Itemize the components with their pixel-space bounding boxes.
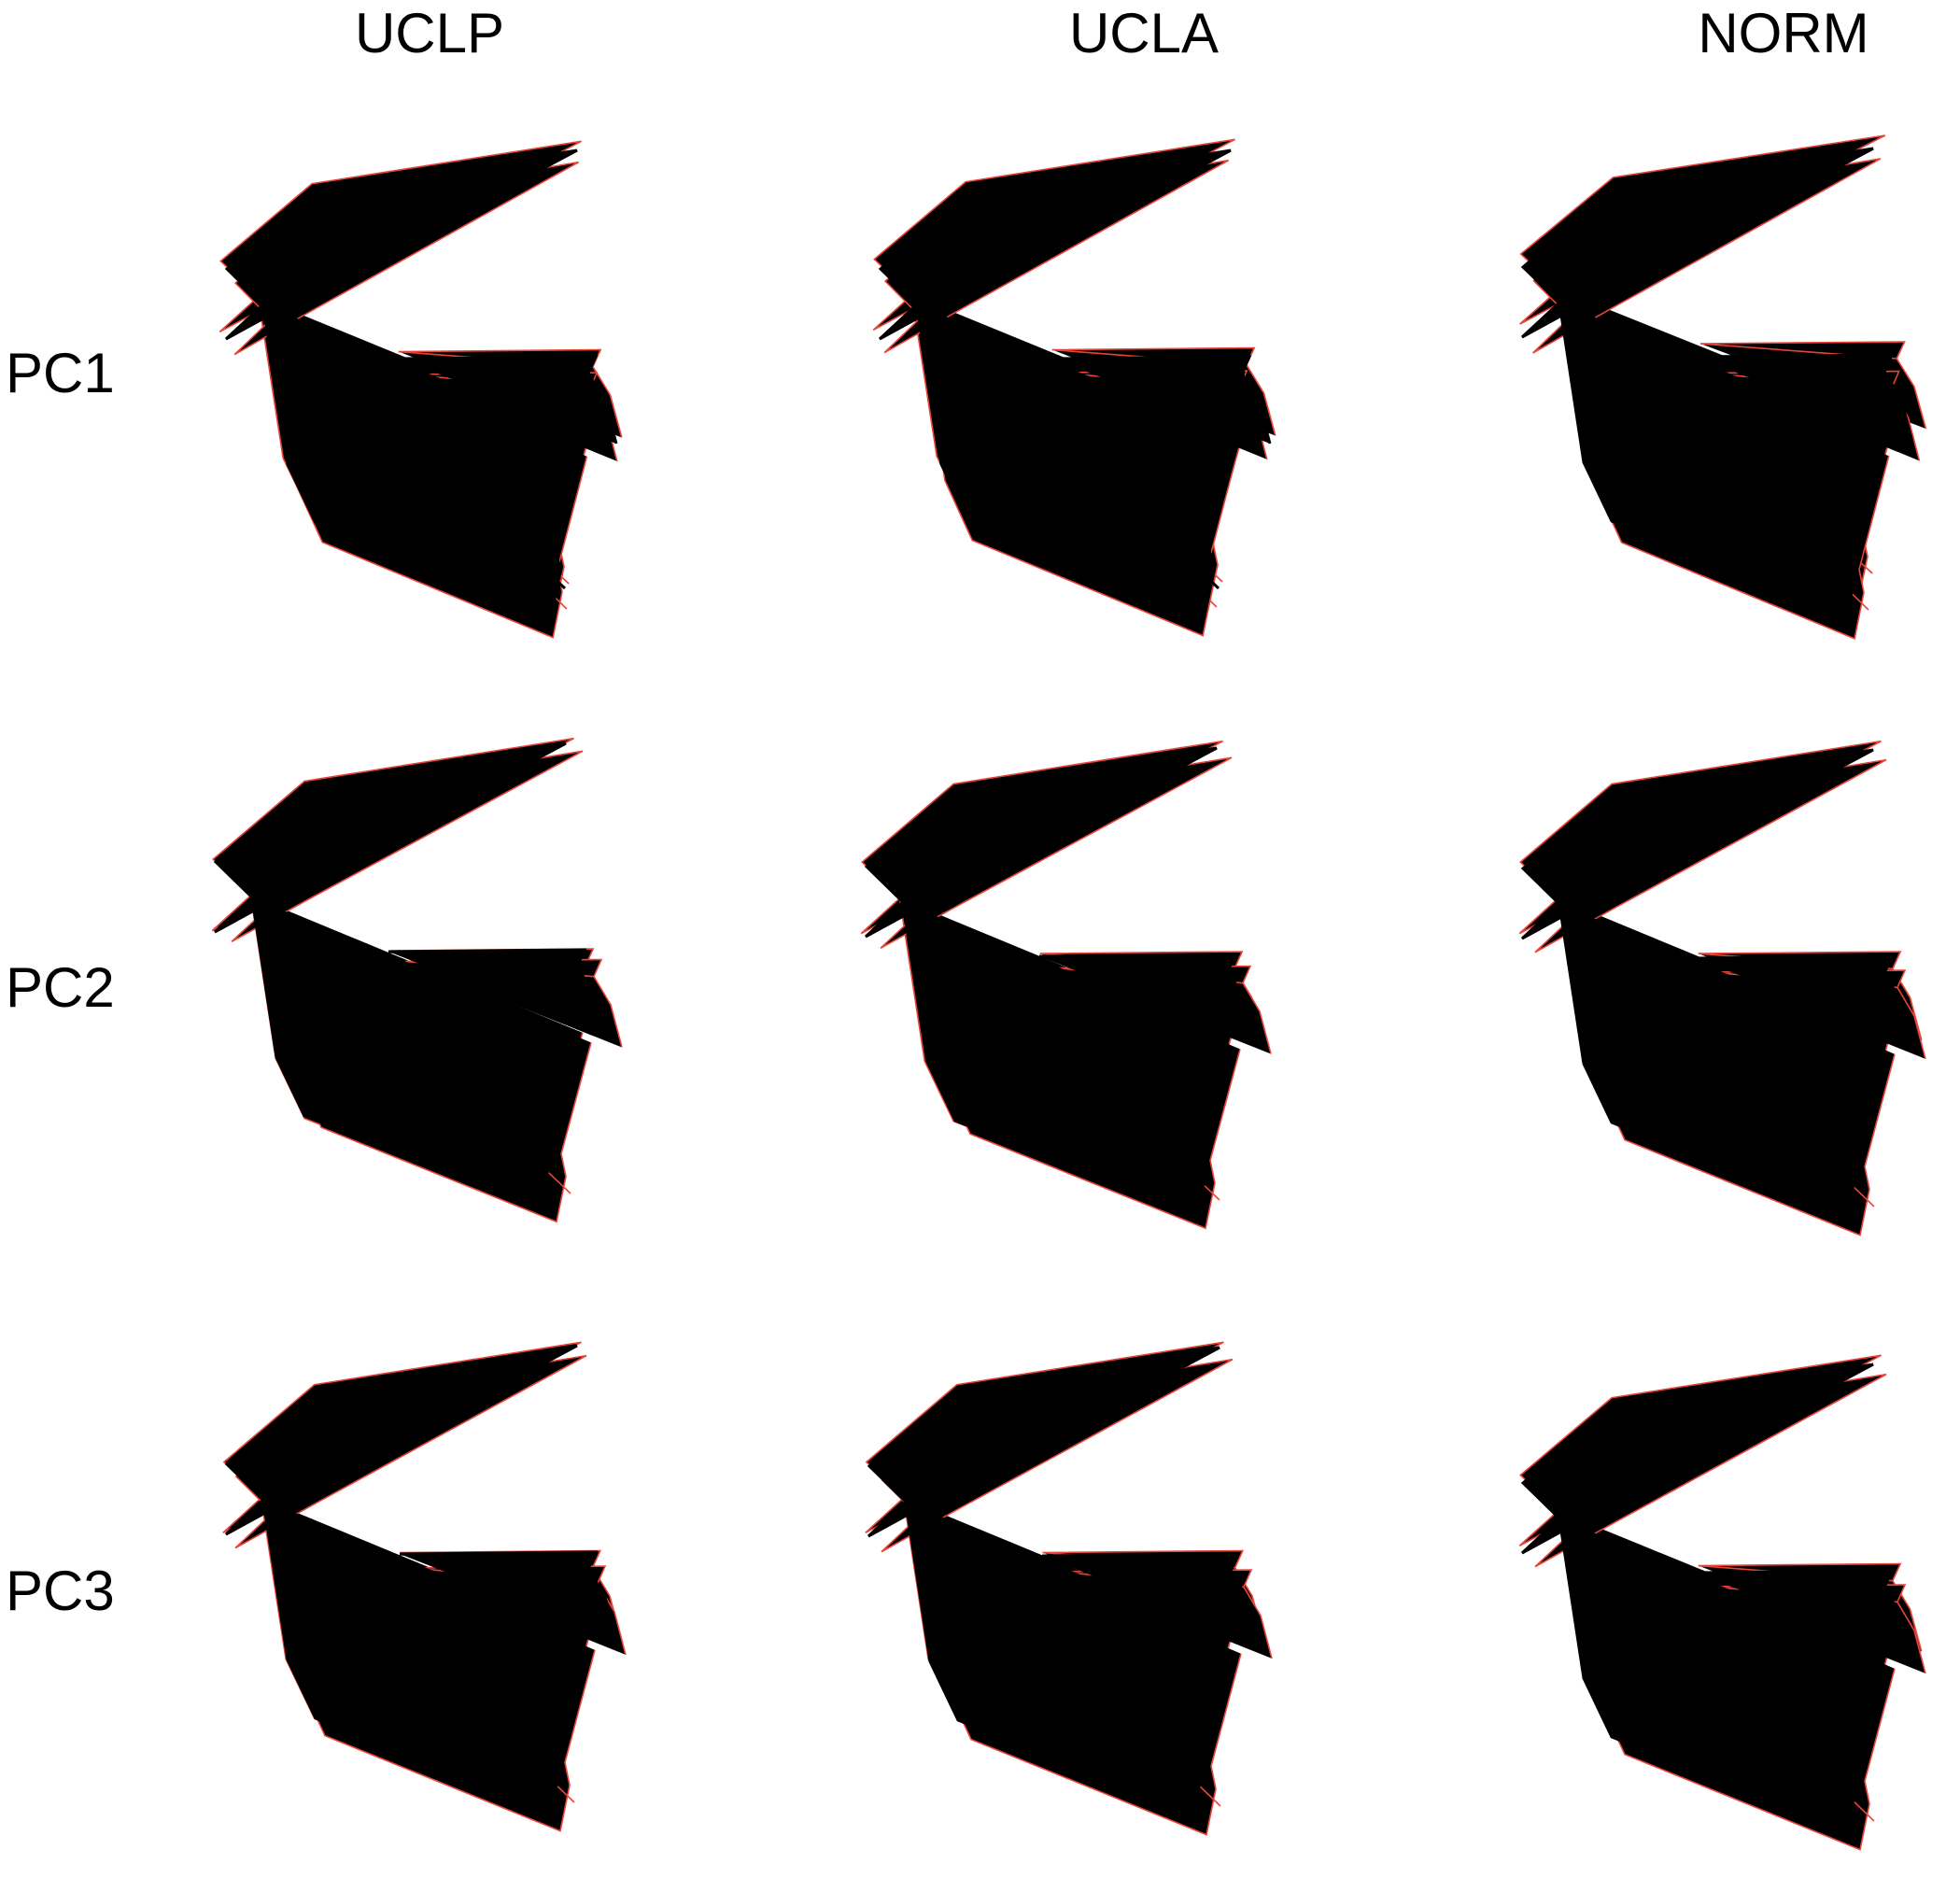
pc3-norm-mean	[1520, 1363, 1914, 1832]
pc1-norm-mean	[1520, 147, 1914, 616]
shape-pc3-ucla	[865, 1341, 1273, 1836]
shape-pc1-uclp	[219, 140, 623, 639]
shape-pc2-uclp	[211, 737, 623, 1223]
shape-pc3-uclp	[222, 1341, 627, 1832]
pc1-uclp-mean	[224, 148, 618, 618]
pc2-ucla-mean	[864, 746, 1258, 1216]
pc3-uclp-mean	[224, 1344, 618, 1814]
shape-pc2-norm	[1518, 740, 1926, 1236]
pc1-ucla-mean	[878, 148, 1272, 618]
pc2-uclp-mean	[213, 741, 607, 1211]
column-label-ucla: UCLA	[1068, 2, 1220, 64]
pc3-ucla-mean	[867, 1346, 1261, 1815]
shape-pc2-ucla	[860, 740, 1272, 1230]
row-label-pc1: PC1	[6, 342, 115, 404]
column-label-uclp: UCLP	[354, 2, 505, 64]
shape-pc3-norm	[1518, 1354, 1926, 1851]
shape-pc1-norm	[1518, 134, 1927, 640]
column-label-norm: NORM	[1698, 2, 1869, 64]
row-label-pc2: PC2	[6, 956, 115, 1019]
shape-pc1-ucla	[872, 138, 1276, 637]
pc2-norm-mean	[1520, 748, 1914, 1218]
row-label-pc3: PC3	[6, 1560, 115, 1622]
